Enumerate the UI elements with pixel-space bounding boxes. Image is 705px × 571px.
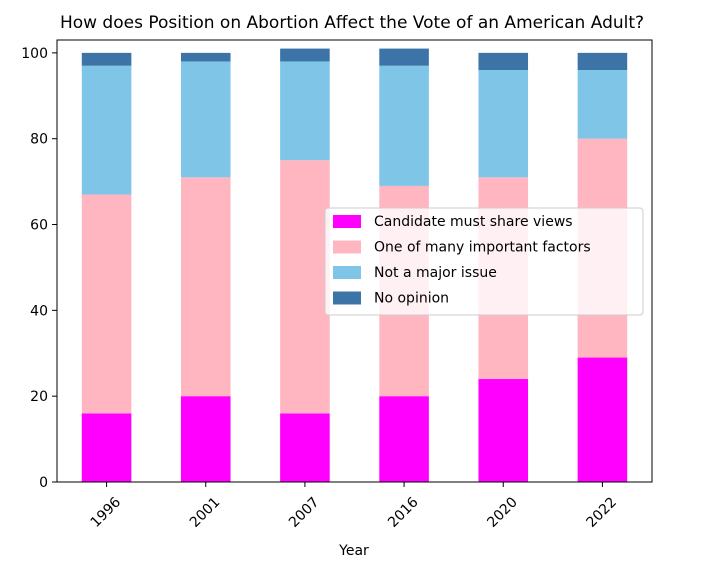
legend-label: Candidate must share views [374, 214, 573, 230]
x-tick-label: 2016 [385, 494, 422, 531]
bar-segment [577, 357, 628, 482]
legend-swatch [333, 215, 361, 228]
legend-label: Not a major issue [374, 265, 497, 281]
y-tick-label: 0 [39, 475, 48, 491]
y-axis-ticks: 0 20 40 60 80 100 [21, 46, 57, 491]
bar-segment [478, 70, 529, 178]
legend-label: One of many important factors [374, 240, 591, 256]
x-tick-label: 1996 [88, 494, 125, 531]
bar-segment [81, 413, 132, 482]
bar-segment [577, 52, 628, 71]
y-tick-label: 80 [30, 132, 48, 148]
plot-area-frame [56, 39, 653, 483]
y-tick-label: 20 [30, 389, 48, 405]
x-tick-label: 2022 [584, 494, 621, 531]
bar-segment [379, 48, 429, 66]
x-axis-ticks: 1996 2001 2007 2016 2020 2022 [88, 482, 620, 531]
x-tick-label: 2007 [286, 494, 323, 531]
x-tick-label: 2001 [187, 494, 224, 531]
bar-segment [180, 52, 231, 62]
bar-segment [81, 52, 132, 66]
y-tick-label: 40 [30, 303, 48, 319]
bar-segment [577, 70, 628, 139]
bar-segment [180, 61, 231, 178]
bar-segment [280, 48, 330, 62]
bar-segment [280, 61, 330, 161]
bar-segment [81, 194, 132, 414]
bar-segment [478, 52, 529, 71]
legend-box [324, 207, 644, 316]
legend: Candidate must share views One of many im… [324, 207, 644, 316]
bar-segment [478, 379, 529, 482]
bar-segment [81, 65, 132, 195]
legend-swatch [333, 291, 361, 305]
bar-segment [280, 413, 330, 482]
y-tick-label: 100 [21, 46, 48, 62]
bar-segment [180, 396, 231, 482]
legend-swatch [333, 240, 361, 254]
bar-segment [379, 65, 429, 186]
x-axis-label: Year [338, 543, 369, 559]
bar-segment [379, 396, 429, 482]
legend-label: No opinion [374, 291, 449, 307]
bar-segment [280, 160, 330, 414]
y-tick-label: 60 [30, 218, 48, 234]
chart-title: How does Position on Abortion Affect the… [60, 13, 644, 33]
x-tick-label: 2020 [484, 494, 521, 531]
bar-segment [180, 177, 231, 397]
legend-swatch [333, 266, 361, 279]
